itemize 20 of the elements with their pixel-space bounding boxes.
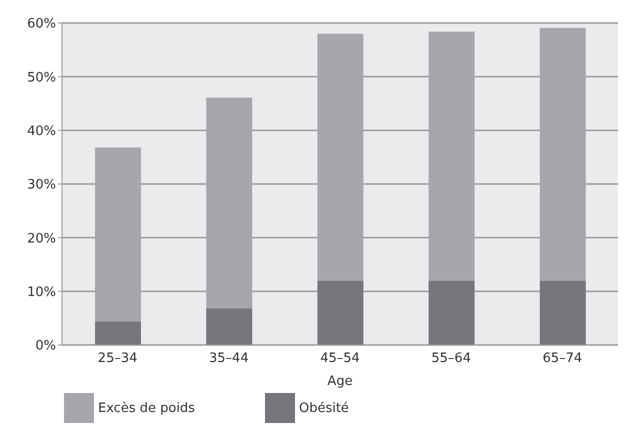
legend-label: Excès de poids bbox=[98, 400, 195, 416]
bar bbox=[317, 280, 364, 345]
bar bbox=[428, 280, 475, 345]
x-tick-label: 65–74 bbox=[542, 351, 582, 366]
y-tick-label: 20% bbox=[27, 231, 56, 246]
x-tick-label: 55–64 bbox=[431, 351, 471, 366]
y-tick-label: 0% bbox=[35, 338, 56, 354]
y-tick-label: 50% bbox=[27, 70, 56, 86]
bar bbox=[206, 308, 252, 345]
bar bbox=[95, 321, 141, 345]
x-tick-label: 25–34 bbox=[98, 351, 138, 366]
x-tick-label: 35–44 bbox=[209, 351, 249, 366]
y-tick-label: 30% bbox=[27, 178, 56, 193]
y-tick-label: 40% bbox=[27, 124, 56, 139]
x-tick-label: 45–54 bbox=[320, 351, 360, 366]
y-tick-label: 10% bbox=[27, 284, 56, 300]
x-axis-title: Age bbox=[327, 374, 353, 389]
legend-label: Obésité bbox=[298, 400, 349, 416]
y-tick-label: 60% bbox=[27, 16, 56, 32]
bar bbox=[540, 280, 586, 345]
